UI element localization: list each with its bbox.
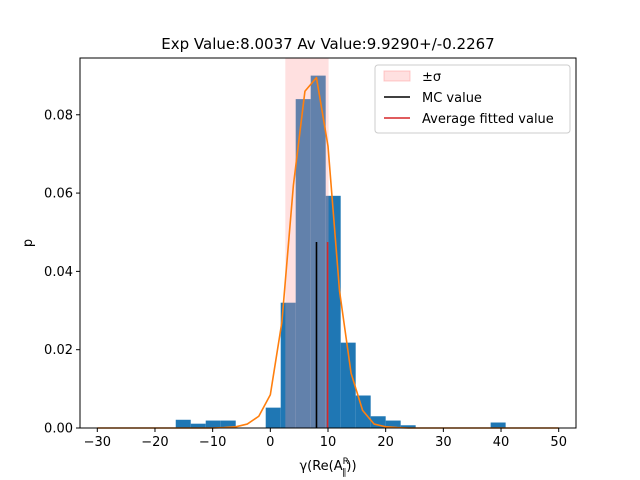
- histogram-bar: [340, 342, 356, 428]
- x-tick-label: 40: [493, 435, 510, 450]
- y-tick-label: 0.00: [44, 422, 73, 437]
- x-axis-label-close: )): [346, 459, 356, 474]
- x-axis-ticks: −30 −20 −10 0 10 20 30 40 50: [84, 428, 567, 450]
- x-tick-label: 20: [377, 435, 394, 450]
- x-axis-label-sub: ∥: [342, 468, 347, 478]
- histogram-bar: [280, 302, 296, 428]
- x-tick-label: 0: [266, 435, 274, 450]
- x-tick-label: 50: [550, 435, 567, 450]
- legend: ±σ MC value Average fitted value: [374, 64, 571, 134]
- histogram-bars: [175, 75, 506, 428]
- plot-area: [97, 58, 559, 429]
- histogram-bar: [370, 416, 386, 428]
- x-axis-label-main: γ(Re(A: [299, 459, 342, 474]
- y-axis-label: p: [21, 239, 36, 247]
- y-axis-ticks: 0.00 0.02 0.04 0.06 0.08: [44, 108, 80, 437]
- legend-box: [374, 64, 571, 134]
- marker-lines: [315, 242, 329, 428]
- y-tick-label: 0.06: [44, 187, 73, 202]
- x-tick-label: −10: [199, 435, 226, 450]
- x-axis-label-sup: R: [343, 457, 349, 467]
- histogram-bar: [400, 425, 416, 428]
- x-tick-label: 10: [320, 435, 337, 450]
- legend-sigma-swatch: [383, 70, 411, 82]
- histogram-bar: [265, 407, 281, 428]
- legend-mc-label: MC value: [422, 91, 482, 106]
- histogram-bar: [190, 423, 206, 428]
- histogram-bar: [175, 419, 191, 428]
- x-tick-label: 30: [435, 435, 452, 450]
- y-tick-label: 0.08: [44, 108, 73, 123]
- y-tick-label: 0.02: [44, 343, 73, 358]
- histogram-bar: [205, 420, 221, 428]
- histogram-bar: [295, 99, 311, 428]
- y-tick-label: 0.04: [44, 265, 73, 280]
- histogram-bar: [310, 75, 326, 428]
- histogram-bar: [490, 422, 506, 428]
- x-axis-label: γ(Re(AR ∥)): [299, 457, 356, 478]
- x-tick-label: −30: [84, 435, 111, 450]
- legend-sigma-label: ±σ: [422, 70, 441, 85]
- legend-average-label: Average fitted value: [422, 112, 554, 127]
- chart-title: Exp Value:8.0037 Av Value:9.9290+/-0.226…: [161, 35, 494, 53]
- histogram-bar: [220, 420, 236, 428]
- sigma-band-layer: [285, 58, 329, 428]
- histogram-bar: [385, 420, 401, 428]
- x-tick-label: −20: [141, 435, 168, 450]
- sigma-band: [285, 58, 329, 428]
